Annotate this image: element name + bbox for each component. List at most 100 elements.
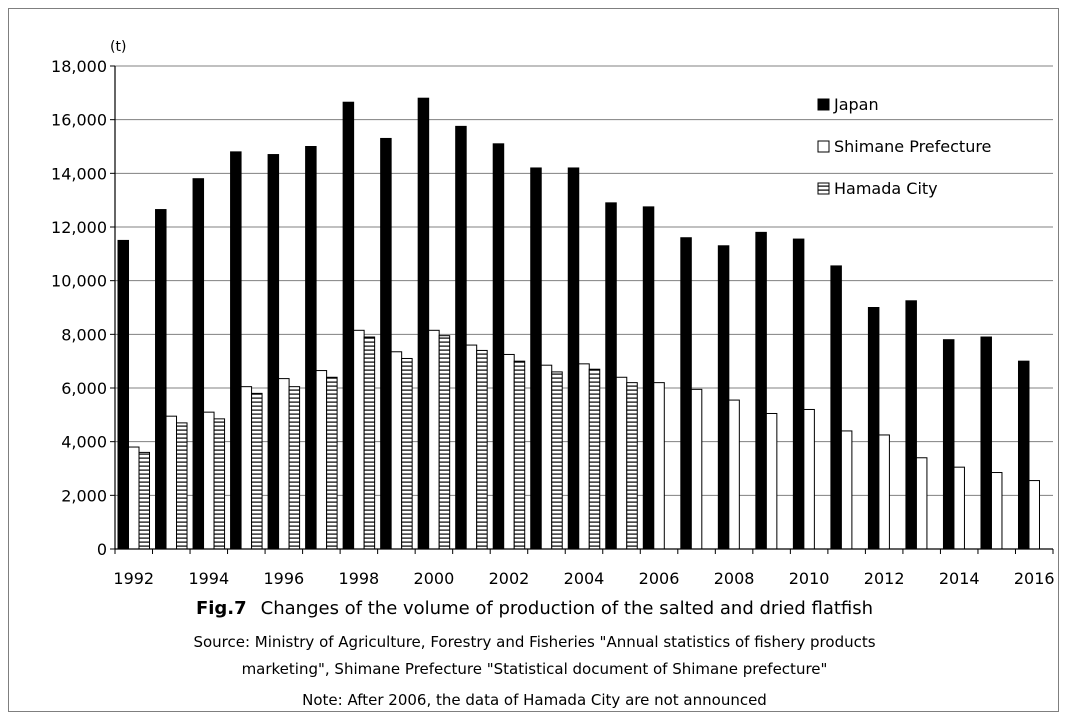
bar-shimane-prefecture <box>803 408 815 550</box>
x-tick-label: 2016 <box>1014 569 1055 588</box>
bar-shimane-prefecture <box>728 399 740 550</box>
bar-shimane-prefecture <box>915 457 928 550</box>
bar-japan <box>605 202 617 550</box>
x-tick-label: 2010 <box>789 569 830 588</box>
bar-hamada-city <box>363 336 376 550</box>
figure-label: Fig.7 <box>195 598 247 619</box>
bar-japan <box>455 125 467 550</box>
x-tick-label: 2008 <box>714 569 755 588</box>
bar-japan <box>717 245 730 550</box>
legend-label: Shimane Prefecture <box>834 137 991 156</box>
figure-title-text: Changes of the volume of production of t… <box>260 598 874 619</box>
bar-japan <box>867 307 880 550</box>
bar-shimane-prefecture <box>465 344 478 550</box>
bar-japan <box>905 300 917 550</box>
x-tick-label: 1994 <box>188 569 229 588</box>
bar-japan <box>380 137 392 550</box>
bar-hamada-city <box>551 371 563 550</box>
bar-shimane-prefecture <box>765 412 778 550</box>
bar-shimane-prefecture <box>953 466 965 550</box>
bar-japan <box>305 146 317 550</box>
bar-hamada-city <box>251 392 263 550</box>
bar-hamada-city <box>438 335 451 550</box>
bar-chart: 0 2,000 4,000 6,000 8,000 10,000 12,000 14,000 1… <box>51 39 1055 588</box>
bar-hamada-city <box>626 382 638 550</box>
bar-hamada-city <box>176 422 188 550</box>
bar-shimane-prefecture <box>990 472 1003 550</box>
bar-shimane-prefecture <box>1028 480 1040 550</box>
y-tick-label: 16,000 <box>51 111 107 130</box>
y-tick-label: 2,000 <box>61 486 107 505</box>
bar-japan <box>980 336 992 550</box>
bars <box>117 97 1040 550</box>
bar-hamada-city <box>476 349 488 550</box>
bar-hamada-city <box>588 368 601 550</box>
bar-shimane-prefecture <box>540 364 553 550</box>
x-tick-label: 2002 <box>489 569 530 588</box>
legend-label: Hamada City <box>834 179 938 198</box>
y-unit-label: (t) <box>110 39 126 55</box>
y-tick-label: 8,000 <box>61 325 107 344</box>
y-tick-labels: 0 2,000 4,000 6,000 8,000 10,000 12,000 14,000 1… <box>51 57 107 559</box>
bar-shimane-prefecture <box>240 386 253 550</box>
bar-shimane-prefecture <box>165 415 178 550</box>
y-tick-label: 14,000 <box>51 164 107 183</box>
bar-shimane-prefecture <box>878 434 890 550</box>
bar-hamada-city <box>513 360 526 550</box>
bar-shimane-prefecture <box>615 376 628 550</box>
figure-title: Fig.7 Changes of the volume of production… <box>0 598 1069 619</box>
bar-japan <box>342 101 355 550</box>
bar-hamada-city <box>326 376 338 550</box>
y-tick-label: 18,000 <box>51 57 107 76</box>
bar-japan <box>417 97 430 550</box>
source-line-2: marketing", Shimane Prefecture "Statisti… <box>241 660 828 678</box>
source-line-1: Source: Ministry of Agriculture, Forestr… <box>193 633 876 651</box>
x-tick-label: 2004 <box>564 569 605 588</box>
y-tick-label: 12,000 <box>51 218 107 237</box>
bar-japan <box>192 178 205 550</box>
x-tick-labels: 1992 1994 1996 1998 2000 2002 2004 2006 2008 2010… <box>113 569 1054 588</box>
bar-hamada-city <box>138 451 151 550</box>
bar-hamada-city <box>213 418 226 550</box>
legend-label: Japan <box>833 95 879 114</box>
bar-shimane-prefecture <box>578 363 590 550</box>
bar-hamada-city <box>401 357 413 550</box>
bar-japan <box>267 154 280 550</box>
legend-swatch <box>817 98 830 111</box>
bar-japan <box>155 209 167 550</box>
bar-shimane-prefecture <box>390 351 403 550</box>
bar-shimane-prefecture <box>353 329 365 550</box>
bar-shimane-prefecture <box>128 446 140 550</box>
bar-shimane-prefecture <box>203 411 215 550</box>
bar-japan <box>792 238 805 550</box>
x-tick-label: 1992 <box>113 569 154 588</box>
bar-shimane-prefecture <box>278 378 290 550</box>
bar-shimane-prefecture <box>840 430 853 550</box>
bar-japan <box>492 143 505 550</box>
bar-japan <box>755 231 767 550</box>
bar-hamada-city <box>288 386 301 550</box>
bar-japan <box>680 237 692 550</box>
legend: Japan Shimane Prefecture Hamada City <box>817 95 991 198</box>
y-tick-label: 4,000 <box>61 433 107 452</box>
x-tick-label: 2012 <box>864 569 905 588</box>
note: Note: After 2006, the data of Hamada Cit… <box>302 691 767 709</box>
y-tick-label: 6,000 <box>61 379 107 398</box>
bar-japan <box>1017 360 1030 550</box>
bar-shimane-prefecture <box>428 329 440 550</box>
legend-swatch <box>817 140 830 153</box>
y-tick-label: 10,000 <box>51 272 107 291</box>
bar-shimane-prefecture <box>503 353 515 550</box>
bar-japan <box>942 339 955 550</box>
bar-shimane-prefecture <box>690 388 703 550</box>
bar-japan <box>567 167 580 550</box>
x-tick-label: 1996 <box>263 569 304 588</box>
bar-shimane-prefecture <box>315 370 328 550</box>
x-tick-label: 2006 <box>639 569 680 588</box>
bar-japan <box>117 239 130 550</box>
bar-japan <box>830 265 842 550</box>
x-tick-label: 2000 <box>414 569 455 588</box>
bar-japan <box>642 206 655 550</box>
x-tick-label: 1998 <box>339 569 380 588</box>
bar-japan <box>230 151 242 550</box>
